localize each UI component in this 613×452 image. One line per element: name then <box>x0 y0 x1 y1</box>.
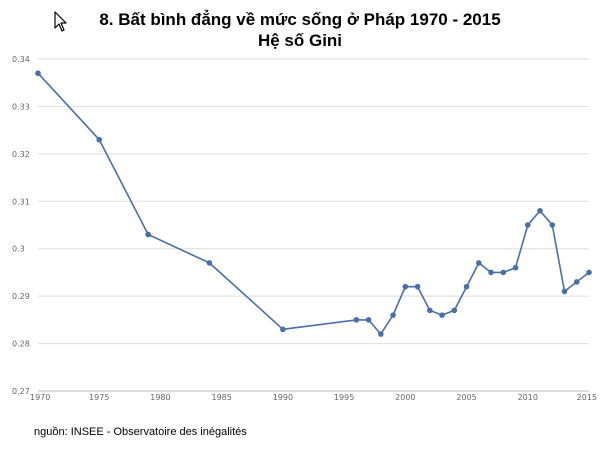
x-tick-label: 1975 <box>89 393 109 402</box>
data-point <box>524 222 531 228</box>
series-line <box>37 72 590 335</box>
y-tick-label: 0.27 <box>12 387 30 396</box>
data-point <box>365 317 372 323</box>
x-axis-ticks: 1970 1975 1980 1985 1990 1995 2000 2005 2010 2015 <box>30 393 597 402</box>
x-tick-label: 1980 <box>150 393 170 402</box>
chart-title: 8. Bất bình đẳng về mức sống ở Pháp 1970… <box>99 10 501 29</box>
data-point <box>573 279 580 285</box>
data-point <box>488 269 494 276</box>
data-point <box>402 283 409 290</box>
data-point <box>549 222 556 228</box>
x-tick-label: 2000 <box>395 393 415 402</box>
x-tick-label: 2010 <box>518 393 538 402</box>
gini-series-line <box>37 72 590 335</box>
data-point <box>206 260 213 266</box>
data-point <box>586 269 592 276</box>
y-tick-label: 0.32 <box>12 150 30 159</box>
x-tick-label: 1995 <box>334 393 354 402</box>
x-tick-label: 1985 <box>211 393 231 402</box>
data-point <box>561 288 568 295</box>
y-tick-label: 0.29 <box>12 292 30 301</box>
x-tick-label: 2005 <box>456 393 476 402</box>
data-point <box>463 283 470 290</box>
mouse-pointer-icon <box>54 11 67 32</box>
source-note: nguồn: INSEE - Observatoire des inégalit… <box>34 426 247 438</box>
x-tick-label: 1990 <box>273 393 293 402</box>
y-tick-label: 0.34 <box>12 55 30 64</box>
grid-lines <box>38 58 589 392</box>
data-point <box>500 269 507 276</box>
y-axis-ticks: 0.34 0.33 0.32 0.31 0.3 0.29 0.28 0.27 <box>12 55 30 396</box>
chart-subtitle: Hệ số Gini <box>257 31 343 50</box>
x-tick-label: 1970 <box>30 393 50 402</box>
data-point <box>145 231 151 238</box>
data-point <box>414 283 421 290</box>
data-point <box>35 70 41 77</box>
data-point <box>96 136 103 143</box>
data-point <box>451 307 458 314</box>
data-point <box>512 264 519 271</box>
y-tick-label: 0.33 <box>12 102 30 111</box>
data-point <box>427 307 433 314</box>
data-point <box>280 326 286 333</box>
data-point <box>537 207 543 214</box>
data-point <box>390 312 396 318</box>
data-point <box>476 260 482 266</box>
y-tick-label: 0.3 <box>12 245 25 254</box>
data-point <box>378 331 384 337</box>
y-tick-label: 0.31 <box>12 197 30 206</box>
y-tick-label: 0.28 <box>12 340 30 349</box>
data-point <box>353 317 360 323</box>
x-tick-label: 2015 <box>577 393 597 402</box>
series-points <box>35 70 592 337</box>
data-point <box>439 312 445 318</box>
